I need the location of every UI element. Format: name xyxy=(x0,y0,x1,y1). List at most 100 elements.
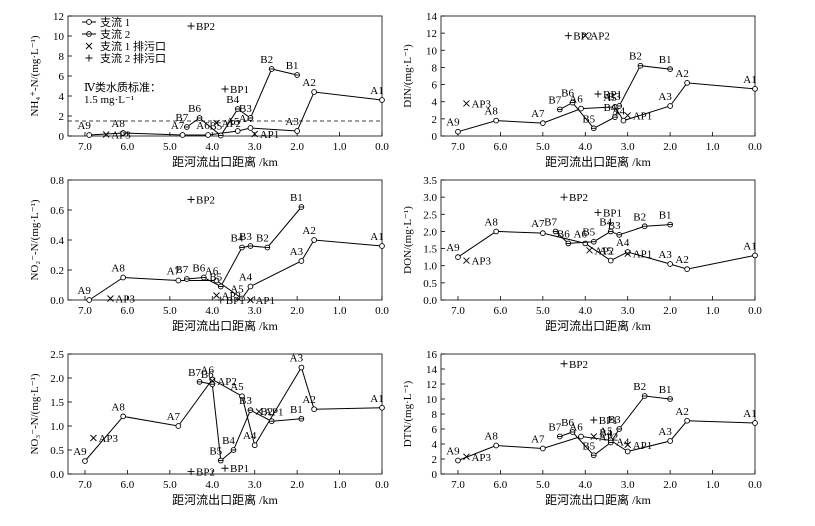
data-point-A8 xyxy=(493,228,500,235)
point-label-B7: B7 xyxy=(548,422,561,434)
outlet-marker-AP3 xyxy=(463,453,470,461)
y-tick-label: 0.5 xyxy=(423,278,437,290)
outlet-marker-BP1 xyxy=(221,85,229,93)
x-tick-label: 7.0 xyxy=(451,305,465,317)
point-label-B3: B3 xyxy=(608,414,621,426)
point-label-A7: A7 xyxy=(167,266,181,278)
x-tick-label: 7.0 xyxy=(78,141,92,153)
data-point-A4 xyxy=(251,442,258,449)
outlet-label-AP1: AP1 xyxy=(260,129,280,141)
axes-frame xyxy=(67,179,383,301)
y-tick-label: 0.2 xyxy=(50,265,64,277)
outlet-marker-AP1 xyxy=(624,112,632,119)
y-tick-label: 1.0 xyxy=(423,261,437,273)
point-label-B2: B2 xyxy=(260,54,273,66)
point-label-B6: B6 xyxy=(561,417,574,429)
point-label-B5: B5 xyxy=(582,113,595,125)
data-point-A3 xyxy=(298,364,305,371)
axes-frame xyxy=(67,353,383,475)
outlet-marker-AP3 xyxy=(107,295,114,302)
point-label-A9: A9 xyxy=(77,120,91,132)
point-label-B5: B5 xyxy=(209,446,222,458)
point-label-B6: B6 xyxy=(557,228,570,240)
x-tick-label: 1.0 xyxy=(333,305,347,317)
x-tick-label: 0.0 xyxy=(375,479,389,491)
point-label-A7: A7 xyxy=(531,218,545,230)
y-tick-label: 1.5 xyxy=(50,397,64,409)
outlet-label-AP1: AP1 xyxy=(264,407,284,419)
panel-nh4: 0 2 4 6 8 10 12 7.0 6.0 5.0 4.0 3.0 2.0 1.0 0.0 距河流出口距离… xyxy=(29,11,389,169)
point-label-A9: A9 xyxy=(73,446,87,458)
data-point-A3 xyxy=(294,128,300,134)
y-tick-label: 0.0 xyxy=(423,295,437,307)
outlet-marker-BP1 xyxy=(217,296,225,304)
y-axis-label: NH₄⁺-N/(mg·L⁻¹) xyxy=(29,35,41,116)
outlet-label-AP1: AP1 xyxy=(633,110,653,122)
point-label-A2: A2 xyxy=(302,394,315,406)
x-tick-label: 2.0 xyxy=(663,141,677,153)
panel-no2: 0.0 0.2 0.4 0.6 0.8 7.0 6.0 5.0 4.0 3.0 2.0 1.0 0.0 距… xyxy=(29,175,389,333)
point-label-B4: B4 xyxy=(222,435,235,447)
point-label-B3: B3 xyxy=(608,220,621,232)
data-point-A2 xyxy=(311,89,317,95)
legend-marker xyxy=(86,19,92,25)
data-point-A2 xyxy=(684,266,690,272)
data-point-A9 xyxy=(82,458,88,464)
x-tick-label: 6.0 xyxy=(121,305,135,317)
outlet-marker-AP1 xyxy=(624,250,632,258)
x-tick-label: 7.0 xyxy=(451,141,465,153)
y-tick-label: 0.0 xyxy=(50,295,64,307)
x-tick-label: 3.0 xyxy=(621,479,635,491)
y-tick-label: 4 xyxy=(432,439,438,451)
data-point-A1 xyxy=(752,252,758,259)
data-point-A8 xyxy=(493,117,500,124)
point-label-A3: A3 xyxy=(290,246,304,258)
data-point-A8 xyxy=(120,130,127,136)
x-tick-label: 1.0 xyxy=(333,479,347,491)
x-tick-label: 4.0 xyxy=(578,305,592,317)
axes-frame xyxy=(440,15,756,137)
x-axis-label: 距河流出口距离 /km xyxy=(172,154,278,169)
point-label-A1: A1 xyxy=(743,74,756,86)
y-tick-label: 14 xyxy=(426,364,438,376)
outlet-marker-AP2 xyxy=(581,32,589,40)
y-tick-label: 2 xyxy=(432,454,438,466)
point-label-B6: B6 xyxy=(188,103,201,115)
data-point-A1 xyxy=(379,404,385,411)
point-label-B5: B5 xyxy=(582,440,595,452)
data-point-A9 xyxy=(455,254,461,260)
outlet-label-AP3: AP3 xyxy=(111,130,131,142)
outlet-label-BP1: BP1 xyxy=(230,84,249,96)
point-label-B1: B1 xyxy=(659,210,672,222)
point-label-A1: A1 xyxy=(743,408,756,420)
data-point-A3 xyxy=(667,103,673,109)
point-label-B7: B7 xyxy=(544,216,557,228)
legend-x-marker xyxy=(85,42,93,50)
point-label-A9: A9 xyxy=(446,117,460,129)
point-label-A3: A3 xyxy=(658,91,672,103)
outlet-marker-BP2 xyxy=(560,360,568,368)
y-tick-label: 6 xyxy=(432,424,438,436)
x-axis-label: 距河流出口距离 /km xyxy=(545,318,651,333)
point-label-B6: B6 xyxy=(561,88,574,100)
point-label-A4: A4 xyxy=(239,272,253,284)
point-label-B4: B4 xyxy=(231,233,244,245)
panel-no3: 0.0 0.5 1.0 1.5 2.0 2.5 7.0 6.0 5.0 4.0 3.0 2.0 1.0 0… xyxy=(29,349,389,507)
outlet-label-BP2: BP2 xyxy=(569,192,588,204)
legend-label-outlet2: 支流 2 排污口 xyxy=(100,51,166,65)
x-tick-label: 2.0 xyxy=(290,305,304,317)
outlet-label-AP3: AP3 xyxy=(115,294,135,306)
y-tick-label: 2 xyxy=(432,114,438,126)
y-tick-label: 12 xyxy=(53,11,64,23)
outlet-label-AP1: AP1 xyxy=(633,440,653,452)
y-tick-label: 8 xyxy=(432,62,438,74)
outlet-label-BP2: BP2 xyxy=(569,359,588,371)
outlet-label-BP2: BP2 xyxy=(196,195,215,207)
data-point-A5 xyxy=(607,257,614,264)
outlet-label-AP2: AP2 xyxy=(222,118,242,130)
outlet-marker-AP1 xyxy=(624,441,632,449)
y-tick-label: 8 xyxy=(59,51,65,63)
point-label-A1: A1 xyxy=(370,393,383,405)
x-tick-label: 2.0 xyxy=(290,479,304,491)
y-tick-label: 14 xyxy=(426,11,438,23)
